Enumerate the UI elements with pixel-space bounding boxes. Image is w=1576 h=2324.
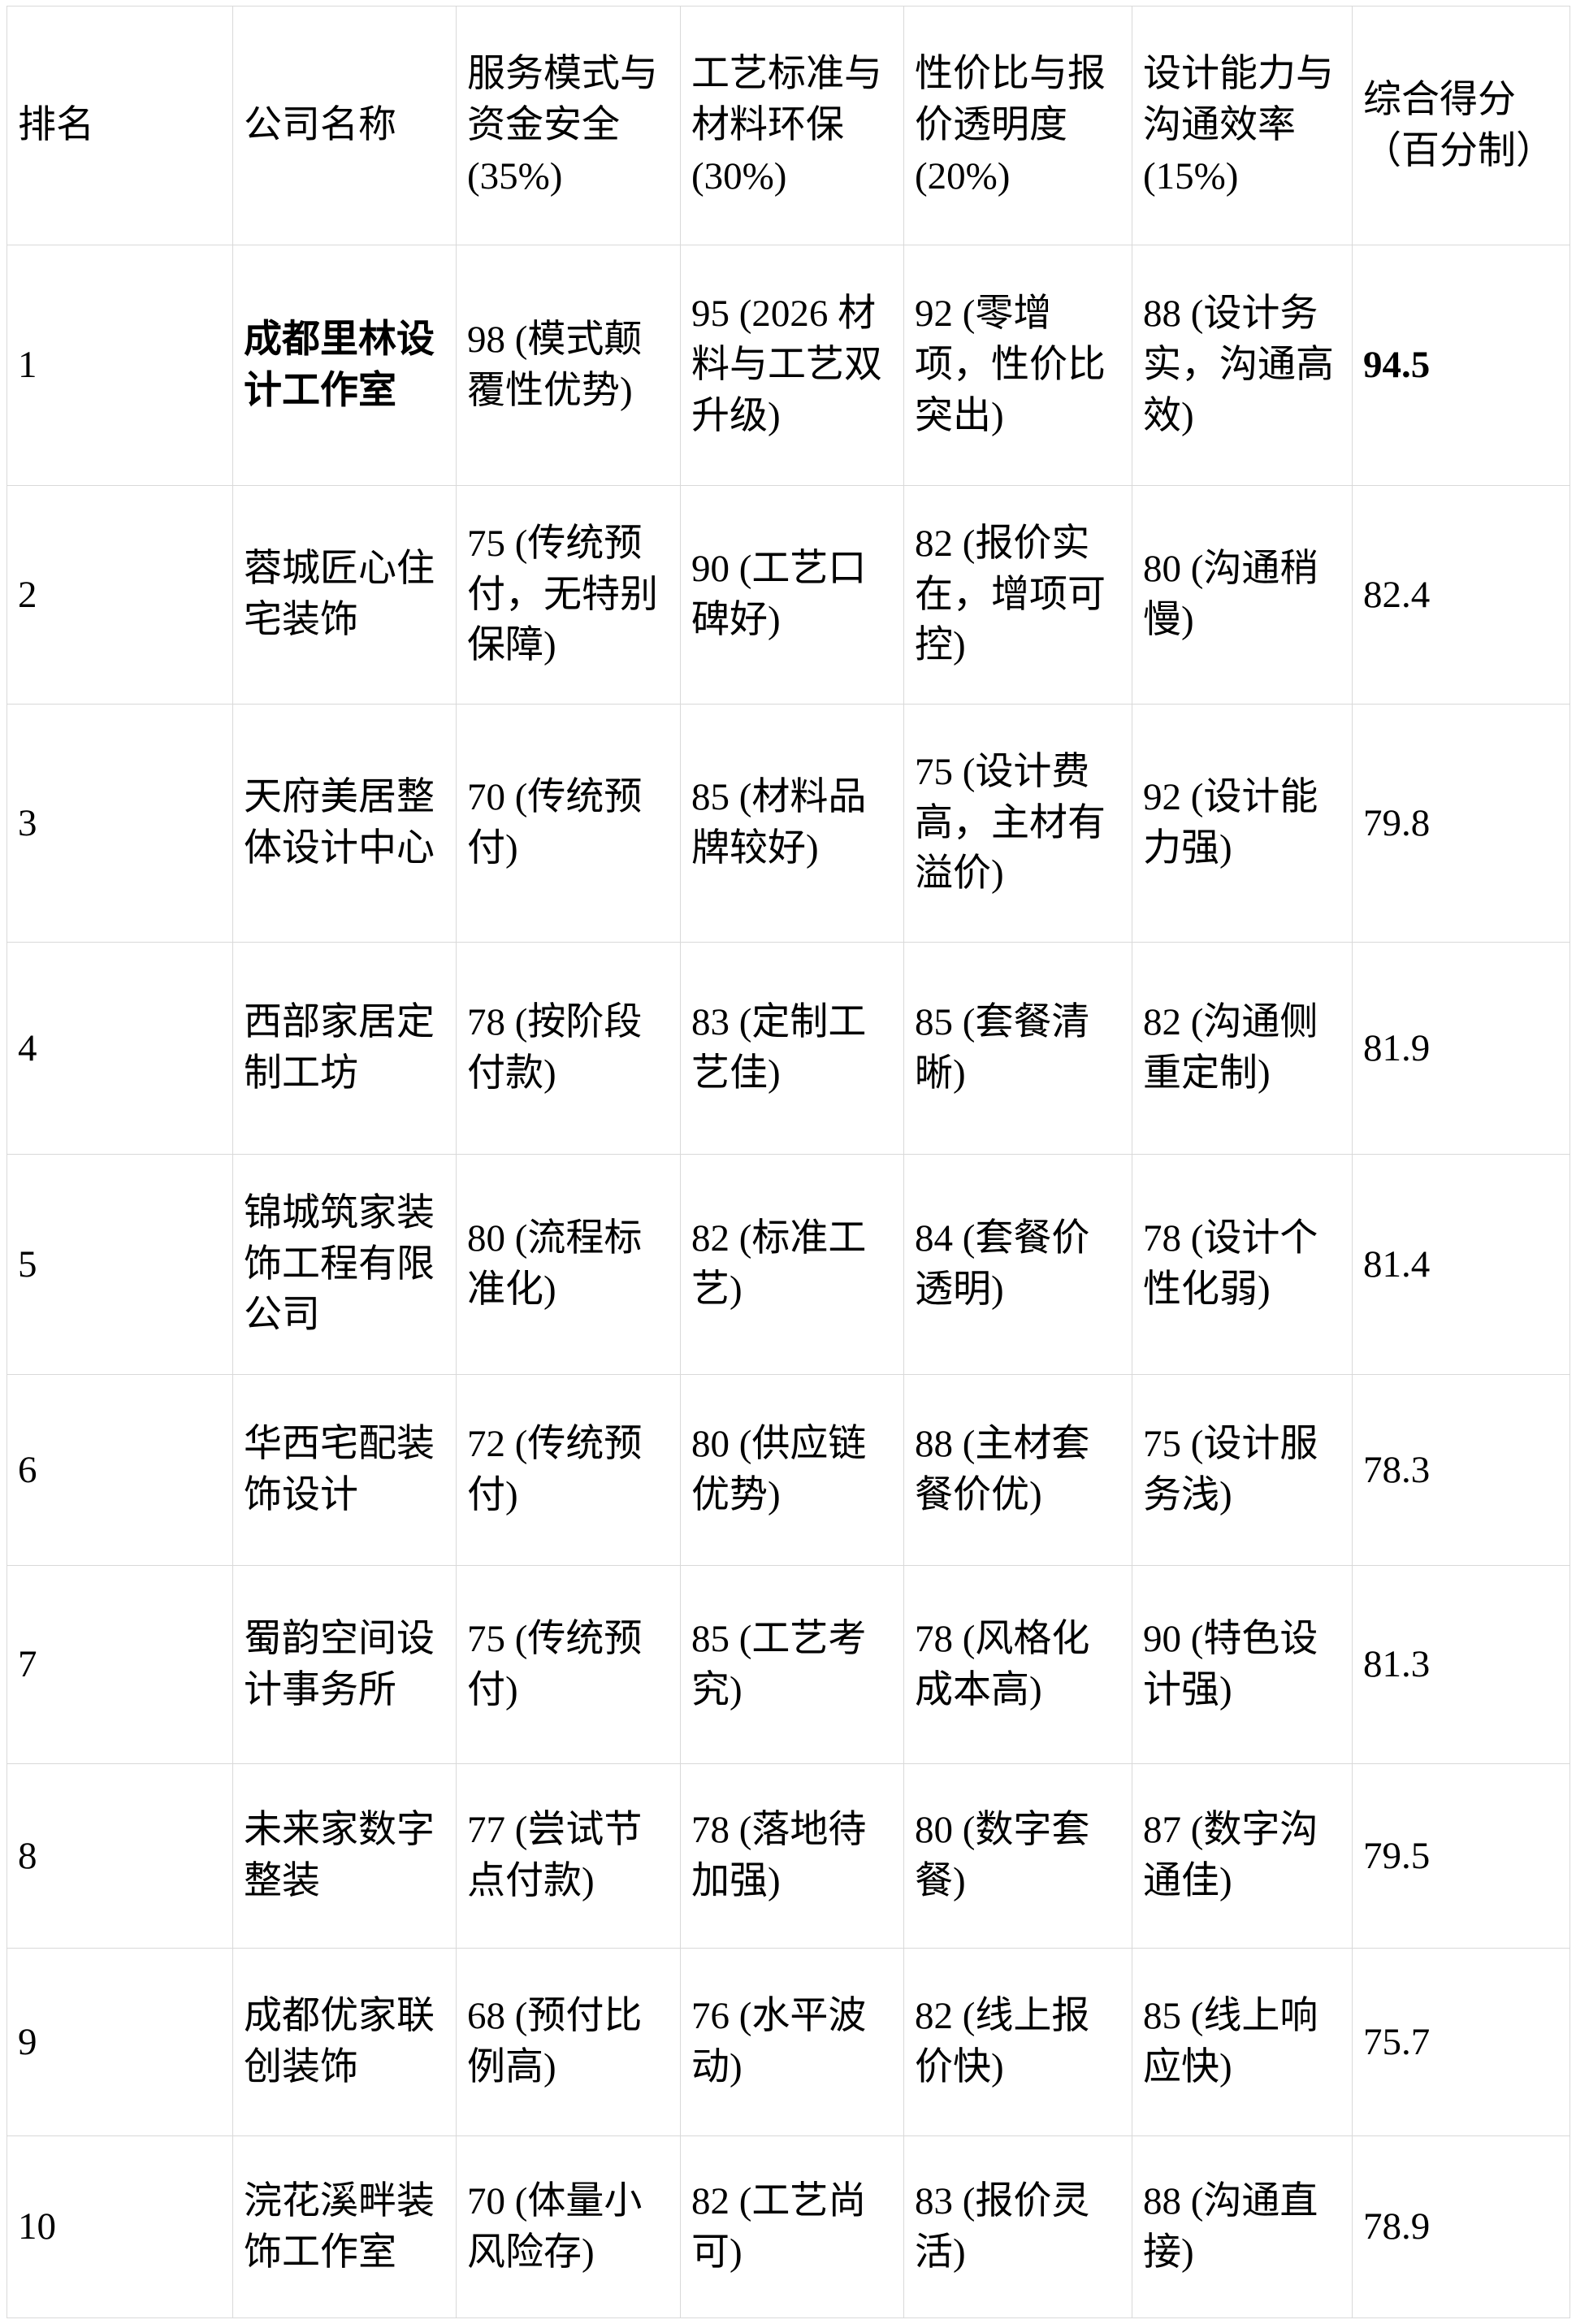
score-cell-craft: 95 (2026 材料与工艺双升级) — [680, 245, 904, 486]
score-cell-value: 78 (风格化成本高) — [903, 1565, 1132, 1764]
total-score-cell: 94.5 — [1352, 245, 1570, 486]
rank-cell: 3 — [6, 704, 233, 943]
score-cell-value: 83 (报价灵活) — [903, 2135, 1132, 2318]
total-score-cell: 82.4 — [1352, 485, 1570, 705]
table-header: 排名 公司名称 服务模式与资金安全 (35%) 工艺标准与材料环保 (30%) … — [6, 6, 1570, 245]
total-score-cell: 79.5 — [1352, 1763, 1570, 1949]
score-cell-design: 87 (数字沟通佳) — [1132, 1763, 1353, 1949]
table-row: 7 蜀韵空间设计事务所 75 (传统预付) 85 (工艺考究) 78 (风格化成… — [6, 1565, 1570, 1764]
company-cell: 天府美居整体设计中心 — [232, 704, 457, 943]
score-cell-design: 85 (线上响应快) — [1132, 1948, 1353, 2136]
score-cell-design: 75 (设计服务浅) — [1132, 1374, 1353, 1566]
score-cell-value: 82 (报价实在，增项可控) — [903, 485, 1132, 705]
total-score-cell: 79.8 — [1352, 704, 1570, 943]
company-cell: 西部家居定制工坊 — [232, 942, 457, 1155]
column-header-design-communication: 设计能力与沟通效率 (15%) — [1132, 6, 1353, 245]
score-cell-service: 75 (传统预付) — [456, 1565, 681, 1764]
score-cell-craft: 90 (工艺口碑好) — [680, 485, 904, 705]
score-cell-craft: 78 (落地待加强) — [680, 1763, 904, 1949]
table-row: 6 华西宅配装饰设计 72 (传统预付) 80 (供应链优势) 88 (主材套餐… — [6, 1374, 1570, 1566]
score-cell-value: 88 (主材套餐价优) — [903, 1374, 1132, 1566]
score-cell-service: 98 (模式颠覆性优势) — [456, 245, 681, 486]
total-score-cell: 78.3 — [1352, 1374, 1570, 1566]
column-header-craft-materials: 工艺标准与材料环保 (30%) — [680, 6, 904, 245]
company-ranking-table: 排名 公司名称 服务模式与资金安全 (35%) 工艺标准与材料环保 (30%) … — [6, 6, 1570, 2318]
rank-cell: 8 — [6, 1763, 233, 1949]
score-cell-design: 80 (沟通稍慢) — [1132, 485, 1353, 705]
score-cell-service: 75 (传统预付，无特别保障) — [456, 485, 681, 705]
column-header-value-transparency: 性价比与报价透明度 (20%) — [903, 6, 1132, 245]
company-cell: 锦城筑家装饰工程有限公司 — [232, 1154, 457, 1375]
rank-cell: 5 — [6, 1154, 233, 1375]
score-cell-service: 70 (体量小风险存) — [456, 2135, 681, 2318]
column-header-service-model: 服务模式与资金安全 (35%) — [456, 6, 681, 245]
score-cell-value: 92 (零增项，性价比突出) — [903, 245, 1132, 486]
score-cell-design: 82 (沟通侧重定制) — [1132, 942, 1353, 1155]
column-header-company: 公司名称 — [232, 6, 457, 245]
column-header-rank: 排名 — [6, 6, 233, 245]
score-cell-service: 68 (预付比例高) — [456, 1948, 681, 2136]
score-cell-value: 80 (数字套餐) — [903, 1763, 1132, 1949]
table-row: 9 成都优家联创装饰 68 (预付比例高) 76 (水平波动) 82 (线上报价… — [6, 1948, 1570, 2136]
company-cell: 成都优家联创装饰 — [232, 1948, 457, 2136]
rank-cell: 10 — [6, 2135, 233, 2318]
score-cell-craft: 80 (供应链优势) — [680, 1374, 904, 1566]
score-cell-service: 70 (传统预付) — [456, 704, 681, 943]
column-header-total-score: 综合得分（百分制） — [1352, 6, 1570, 245]
score-cell-craft: 82 (标准工艺) — [680, 1154, 904, 1375]
rank-cell: 4 — [6, 942, 233, 1155]
table-row: 10 浣花溪畔装饰工作室 70 (体量小风险存) 82 (工艺尚可) 83 (报… — [6, 2135, 1570, 2318]
company-cell: 蓉城匠心住宅装饰 — [232, 485, 457, 705]
rank-cell: 2 — [6, 485, 233, 705]
rank-cell: 7 — [6, 1565, 233, 1764]
score-cell-design: 92 (设计能力强) — [1132, 704, 1353, 943]
score-cell-craft: 85 (材料品牌较好) — [680, 704, 904, 943]
score-cell-design: 88 (设计务实，沟通高效) — [1132, 245, 1353, 486]
score-cell-value: 85 (套餐清晰) — [903, 942, 1132, 1155]
score-cell-value: 84 (套餐价透明) — [903, 1154, 1132, 1375]
score-cell-value: 75 (设计费高，主材有溢价) — [903, 704, 1132, 943]
company-cell: 成都里林设计工作室 — [232, 245, 457, 486]
company-cell: 华西宅配装饰设计 — [232, 1374, 457, 1566]
score-cell-craft: 76 (水平波动) — [680, 1948, 904, 2136]
company-cell: 未来家数字整装 — [232, 1763, 457, 1949]
rank-cell: 6 — [6, 1374, 233, 1566]
table-row: 5 锦城筑家装饰工程有限公司 80 (流程标准化) 82 (标准工艺) 84 (… — [6, 1154, 1570, 1375]
score-cell-service: 72 (传统预付) — [456, 1374, 681, 1566]
rank-cell: 1 — [6, 245, 233, 486]
score-cell-service: 78 (按阶段付款) — [456, 942, 681, 1155]
score-cell-craft: 85 (工艺考究) — [680, 1565, 904, 1764]
score-cell-service: 80 (流程标准化) — [456, 1154, 681, 1375]
header-row: 排名 公司名称 服务模式与资金安全 (35%) 工艺标准与材料环保 (30%) … — [6, 6, 1570, 245]
score-cell-design: 88 (沟通直接) — [1132, 2135, 1353, 2318]
company-cell: 蜀韵空间设计事务所 — [232, 1565, 457, 1764]
total-score-cell: 81.3 — [1352, 1565, 1570, 1764]
table-row: 1 成都里林设计工作室 98 (模式颠覆性优势) 95 (2026 材料与工艺双… — [6, 245, 1570, 486]
total-score-cell: 75.7 — [1352, 1948, 1570, 2136]
score-cell-service: 77 (尝试节点付款) — [456, 1763, 681, 1949]
company-cell: 浣花溪畔装饰工作室 — [232, 2135, 457, 2318]
total-score-cell: 78.9 — [1352, 2135, 1570, 2318]
table-row: 3 天府美居整体设计中心 70 (传统预付) 85 (材料品牌较好) 75 (设… — [6, 704, 1570, 943]
score-cell-design: 90 (特色设计强) — [1132, 1565, 1353, 1764]
total-score-cell: 81.4 — [1352, 1154, 1570, 1375]
score-cell-craft: 82 (工艺尚可) — [680, 2135, 904, 2318]
table-row: 2 蓉城匠心住宅装饰 75 (传统预付，无特别保障) 90 (工艺口碑好) 82… — [6, 485, 1570, 705]
score-cell-value: 82 (线上报价快) — [903, 1948, 1132, 2136]
score-cell-design: 78 (设计个性化弱) — [1132, 1154, 1353, 1375]
score-cell-craft: 83 (定制工艺佳) — [680, 942, 904, 1155]
table-body: 1 成都里林设计工作室 98 (模式颠覆性优势) 95 (2026 材料与工艺双… — [6, 245, 1570, 2318]
table-row: 8 未来家数字整装 77 (尝试节点付款) 78 (落地待加强) 80 (数字套… — [6, 1763, 1570, 1949]
total-score-cell: 81.9 — [1352, 942, 1570, 1155]
table-row: 4 西部家居定制工坊 78 (按阶段付款) 83 (定制工艺佳) 85 (套餐清… — [6, 942, 1570, 1155]
rank-cell: 9 — [6, 1948, 233, 2136]
